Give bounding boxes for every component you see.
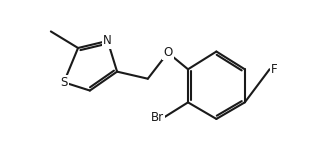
Text: Br: Br — [151, 111, 164, 124]
Text: O: O — [163, 46, 173, 59]
Text: S: S — [60, 76, 67, 89]
Text: F: F — [271, 63, 278, 76]
Text: N: N — [103, 34, 112, 47]
